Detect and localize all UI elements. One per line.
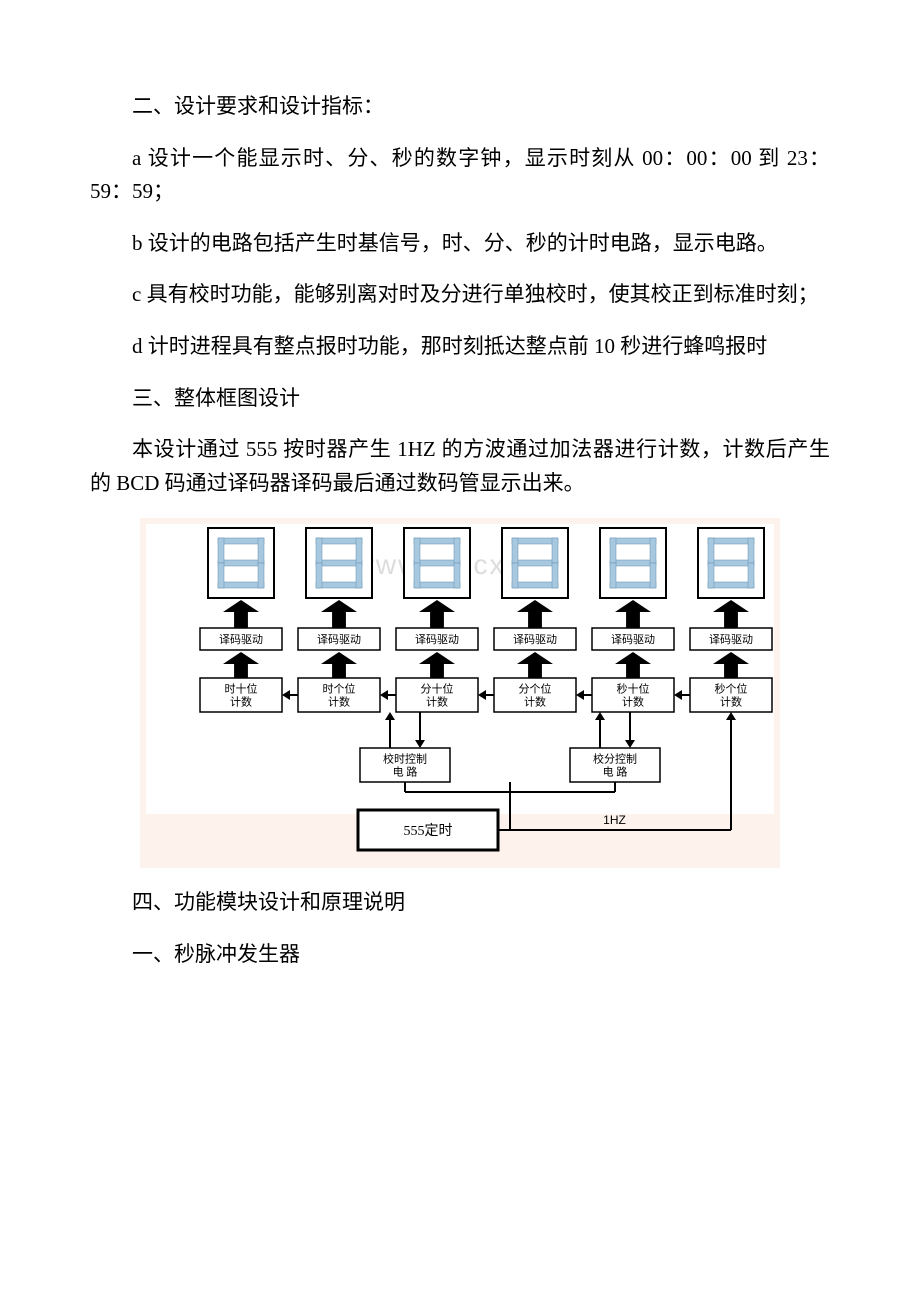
svg-text:时十位: 时十位 <box>225 682 258 696</box>
block-diagram-container: www.b ocx.c m译码驱动时十位计数译码驱动时个位计数译码驱动分十位计数… <box>90 518 830 868</box>
svg-text:电 路: 电 路 <box>603 766 628 779</box>
svg-text:电 路: 电 路 <box>393 766 418 779</box>
svg-text:译码驱动: 译码驱动 <box>513 633 557 646</box>
svg-text:分个位: 分个位 <box>519 682 552 696</box>
section-3-desc: 本设计通过 555 按时器产生 1HZ 的方波通过加法器进行计数，计数后产生的 … <box>90 433 830 500</box>
page-container: 二、设计要求和设计指标： a 设计一个能显示时、分、秒的数字钟，显示时刻从 00… <box>0 0 920 1302</box>
svg-text:校时控制: 校时控制 <box>383 752 427 766</box>
svg-text:计数: 计数 <box>328 696 350 709</box>
requirement-c: c 具有校时功能，能够别离对时及分进行单独校时，使其校正到标准时刻； <box>90 278 830 312</box>
svg-text:时个位: 时个位 <box>323 682 356 696</box>
section-4-title: 四、功能模块设计和原理说明 <box>90 886 830 920</box>
svg-text:计数: 计数 <box>720 696 742 709</box>
requirement-a: a 设计一个能显示时、分、秒的数字钟，显示时刻从 00：00：00 到 23：5… <box>90 142 830 209</box>
svg-text:1HZ: 1HZ <box>603 813 626 827</box>
svg-text:计数: 计数 <box>622 696 644 709</box>
requirement-d: d 计时进程具有整点报时功能，那时刻抵达整点前 10 秒进行蜂鸣报时 <box>90 330 830 364</box>
requirement-b: b 设计的电路包括产生时基信号，时、分、秒的计时电路，显示电路。 <box>90 227 830 261</box>
svg-text:译码驱动: 译码驱动 <box>219 633 263 646</box>
section-2-title: 二、设计要求和设计指标： <box>90 90 830 124</box>
svg-text:计数: 计数 <box>426 696 448 709</box>
svg-text:秒十位: 秒十位 <box>617 682 650 696</box>
svg-text:译码驱动: 译码驱动 <box>611 633 655 646</box>
svg-text:校分控制: 校分控制 <box>593 752 637 766</box>
svg-text:计数: 计数 <box>230 696 252 709</box>
svg-text:译码驱动: 译码驱动 <box>415 633 459 646</box>
section-3-title: 三、整体框图设计 <box>90 382 830 416</box>
svg-text:计数: 计数 <box>524 696 546 709</box>
block-diagram: www.b ocx.c m译码驱动时十位计数译码驱动时个位计数译码驱动分十位计数… <box>140 518 780 868</box>
svg-text:分十位: 分十位 <box>421 682 454 696</box>
section-4-sub1: 一、秒脉冲发生器 <box>90 938 830 972</box>
svg-text:译码驱动: 译码驱动 <box>317 633 361 646</box>
svg-text:译码驱动: 译码驱动 <box>709 633 753 646</box>
svg-text:秒个位: 秒个位 <box>715 682 748 696</box>
svg-text:555定时: 555定时 <box>404 823 453 839</box>
